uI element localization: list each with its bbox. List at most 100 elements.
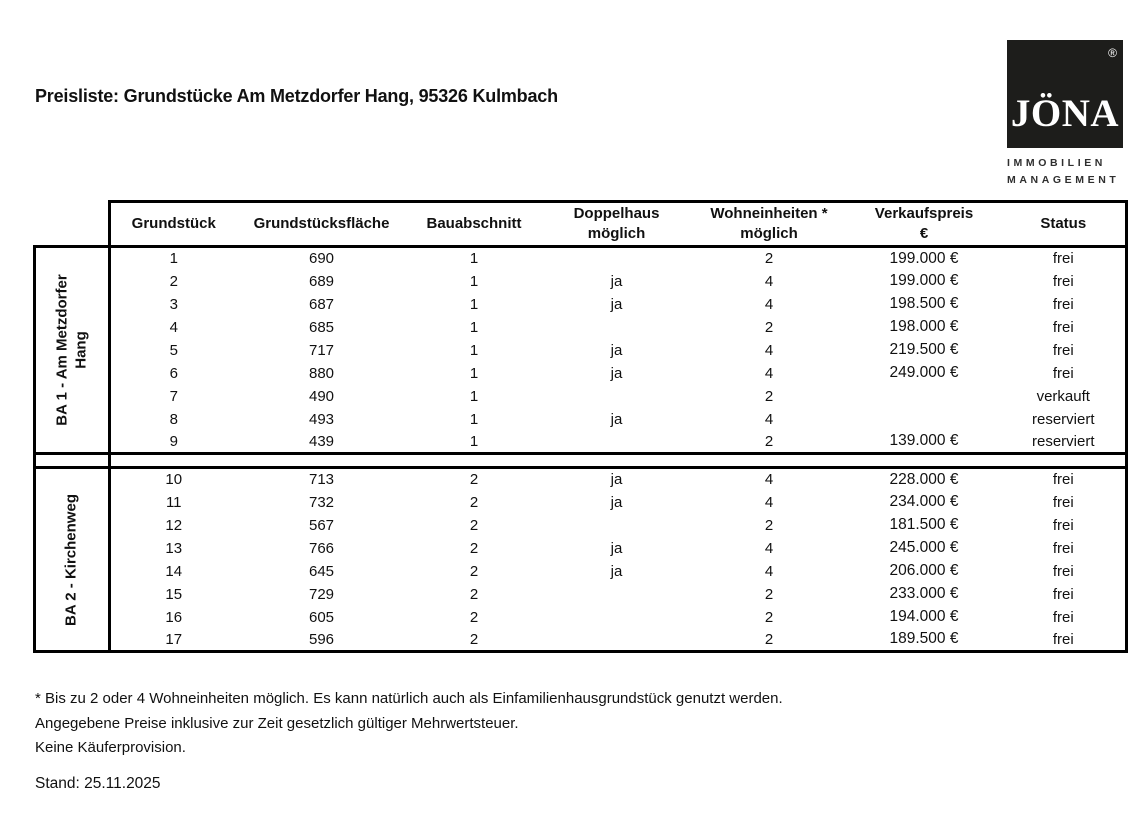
cell-grundstueck: 17 bbox=[109, 628, 237, 653]
cell-wohneinheiten: 4 bbox=[764, 364, 774, 382]
logo-square: ® JÖNA bbox=[1007, 40, 1123, 148]
cell-wohneinheiten: 4 bbox=[764, 341, 774, 359]
cell-verkaufspreis: 234.000 € bbox=[889, 493, 959, 510]
table-row: 15 729 2 2 233.000 € frei bbox=[35, 582, 1128, 606]
table-row: 17 596 2 2 189.500 € frei bbox=[35, 628, 1128, 653]
cell-flaeche: 689 bbox=[308, 272, 335, 290]
table-header-row: Grundstück Grundstücksfläche Bauabschnitt D… bbox=[35, 200, 1128, 248]
cell-flaeche: 567 bbox=[308, 516, 335, 534]
cell-wohneinheiten: 4 bbox=[764, 493, 774, 511]
table-row: 5 717 1 ja 4 219.500 € frei bbox=[35, 338, 1128, 362]
cell-verkaufspreis: 194.000 € bbox=[889, 608, 959, 625]
cell-grundstueck: 15 bbox=[165, 585, 183, 603]
cell-flaeche: 690 bbox=[308, 250, 335, 268]
table-row: 8 493 1 ja 4 reserviert bbox=[35, 407, 1128, 431]
cell-grundstueck: 2 bbox=[169, 272, 178, 290]
table-row: 13 766 2 ja 4 245.000 € frei bbox=[35, 536, 1128, 560]
column-header: Doppelhaus möglich bbox=[541, 200, 692, 248]
cell-grundstueck: 4 bbox=[169, 318, 178, 336]
cell-doppelhaus: ja bbox=[610, 539, 623, 557]
cell-status: frei bbox=[1001, 490, 1128, 514]
cell-grundstueck: 9 bbox=[169, 432, 178, 450]
cell-doppelhaus: ja bbox=[610, 341, 623, 359]
column-header: Grundstücksfläche bbox=[236, 200, 407, 248]
column-header: Grundstück bbox=[108, 200, 237, 248]
cell-wohneinheiten: 2 bbox=[764, 387, 774, 405]
column-header: Bauabschnitt bbox=[406, 200, 542, 248]
cell-bauabschnitt: 2 bbox=[469, 471, 479, 489]
cell-verkaufspreis: 139.000 € bbox=[889, 432, 959, 450]
logo-subtitle-line1: IMMOBILIEN bbox=[1007, 157, 1106, 169]
cell-flaeche: 596 bbox=[236, 628, 407, 653]
cell-doppelhaus bbox=[542, 385, 692, 408]
cell-grundstueck: 8 bbox=[169, 410, 178, 428]
table-row: 12 567 2 2 181.500 € frei bbox=[35, 513, 1128, 537]
cell-bauabschnitt: 2 bbox=[469, 539, 479, 557]
cell-verkaufspreis bbox=[847, 408, 1002, 431]
cell-flaeche: 687 bbox=[308, 295, 335, 313]
cell-status: frei bbox=[1001, 582, 1128, 606]
cell-flaeche: 729 bbox=[308, 585, 335, 603]
logo-subtitle-line2: MANAGEMENT bbox=[1007, 174, 1120, 186]
cell-status: frei bbox=[1001, 628, 1128, 653]
price-table: Grundstück Grundstücksfläche Bauabschnitt D… bbox=[33, 200, 1128, 653]
cell-wohneinheiten: 4 bbox=[764, 471, 774, 489]
cell-verkaufspreis: 198.000 € bbox=[889, 318, 959, 335]
cell-verkaufspreis: 198.500 € bbox=[889, 295, 959, 312]
table-row: 11 732 2 ja 4 234.000 € frei bbox=[35, 490, 1128, 514]
cell-wohneinheiten: 2 bbox=[691, 628, 847, 653]
cell-bauabschnitt: 1 bbox=[469, 432, 479, 450]
logo-subtitle: IMMOBILIEN MANAGEMENT bbox=[1007, 155, 1123, 189]
footnote-kaeuferprovision: Keine Käuferprovision. bbox=[35, 739, 186, 756]
cell-bauabschnitt: 1 bbox=[469, 364, 479, 382]
cell-status: reserviert bbox=[1001, 430, 1128, 454]
cell-verkaufspreis: 219.500 € bbox=[889, 341, 959, 358]
cell-bauabschnitt: 2 bbox=[406, 628, 542, 653]
cell-doppelhaus: ja bbox=[610, 471, 623, 489]
cell-status: frei bbox=[1001, 536, 1128, 560]
cell-grundstueck: 7 bbox=[169, 387, 178, 405]
cell-bauabschnitt: 2 bbox=[469, 562, 479, 580]
cell-verkaufspreis: 228.000 € bbox=[889, 470, 959, 488]
cell-verkaufspreis: 249.000 € bbox=[889, 364, 959, 381]
cell-verkaufspreis: 233.000 € bbox=[889, 585, 959, 602]
cell-wohneinheiten: 2 bbox=[764, 608, 774, 626]
cell-grundstueck: 12 bbox=[165, 516, 183, 534]
cell-bauabschnitt: 1 bbox=[469, 250, 479, 268]
cell-wohneinheiten: 2 bbox=[764, 250, 774, 268]
footnote-wohneinheiten: * Bis zu 2 oder 4 Wohneinheiten möglich.… bbox=[35, 690, 783, 707]
cell-grundstueck: 10 bbox=[165, 471, 183, 489]
cell-bauabschnitt: 1 bbox=[469, 410, 479, 428]
table-row: 9 439 1 2 139.000 € reserviert bbox=[35, 430, 1128, 454]
table-row: 3 687 1 ja 4 198.500 € frei bbox=[35, 292, 1128, 316]
cell-grundstueck: 1 bbox=[169, 250, 178, 268]
cell-grundstueck: 14 bbox=[165, 562, 183, 580]
table-row: 6 880 1 ja 4 249.000 € frei bbox=[35, 361, 1128, 385]
cell-wohneinheiten: 4 bbox=[764, 539, 774, 557]
cell-status: frei bbox=[1001, 559, 1128, 583]
cell-doppelhaus: ja bbox=[610, 364, 623, 382]
section-label-text: BA 1 - Am Metzdorfer Hang bbox=[53, 274, 89, 426]
cell-bauabschnitt: 1 bbox=[469, 387, 479, 405]
section-label-cell: BA 1 - Am Metzdorfer Hang bbox=[33, 245, 111, 455]
table-row: 16 605 2 2 194.000 € frei bbox=[35, 605, 1128, 629]
cell-status: frei bbox=[1001, 292, 1128, 316]
cell-status: frei bbox=[1001, 246, 1128, 270]
cell-doppelhaus bbox=[542, 514, 692, 537]
cell-doppelhaus bbox=[542, 316, 692, 339]
cell-wohneinheiten: 2 bbox=[764, 585, 774, 603]
date-stand: Stand: 25.11.2025 bbox=[35, 775, 161, 792]
cell-bauabschnitt: 2 bbox=[469, 516, 479, 534]
table-row: 2 689 1 ja 4 199.000 € frei bbox=[35, 269, 1128, 293]
cell-flaeche: 717 bbox=[308, 341, 335, 359]
cell-flaeche: 439 bbox=[308, 432, 335, 450]
cell-doppelhaus: ja bbox=[610, 493, 623, 511]
cell-wohneinheiten: 4 bbox=[764, 272, 774, 290]
logo-name-text: JÖNA bbox=[1010, 92, 1120, 135]
cell-flaeche: 490 bbox=[308, 387, 335, 405]
cell-doppelhaus: ja bbox=[610, 295, 623, 313]
column-header: Verkaufspreis € bbox=[846, 200, 1002, 248]
cell-status: frei bbox=[1001, 361, 1128, 385]
cell-doppelhaus: ja bbox=[610, 562, 623, 580]
cell-flaeche: 732 bbox=[308, 493, 335, 511]
